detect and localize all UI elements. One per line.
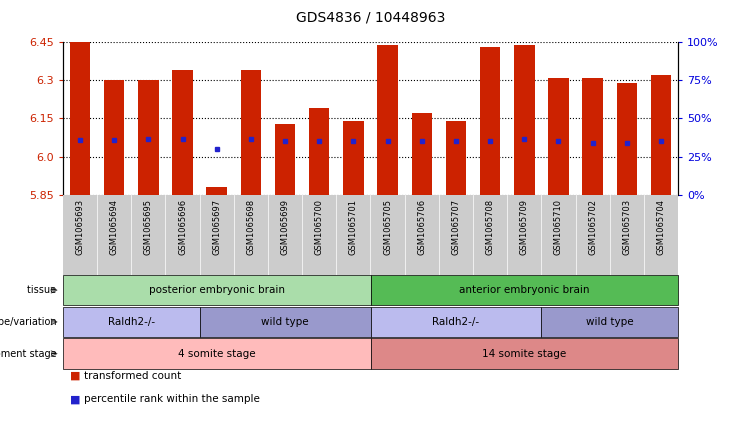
Text: GSM1065708: GSM1065708 <box>485 199 494 255</box>
Text: GSM1065703: GSM1065703 <box>622 199 631 255</box>
Text: wild type: wild type <box>262 317 309 327</box>
Text: GSM1065702: GSM1065702 <box>588 199 597 255</box>
Text: 4 somite stage: 4 somite stage <box>178 349 256 359</box>
Text: GDS4836 / 10448963: GDS4836 / 10448963 <box>296 11 445 25</box>
Bar <box>507 195 542 275</box>
Bar <box>514 45 534 195</box>
Text: posterior embryonic brain: posterior embryonic brain <box>149 285 285 295</box>
Text: GSM1065696: GSM1065696 <box>178 199 187 255</box>
Text: GSM1065694: GSM1065694 <box>110 199 119 255</box>
Bar <box>234 195 268 275</box>
Bar <box>207 187 227 195</box>
Bar <box>199 195 234 275</box>
Bar <box>439 195 473 275</box>
Bar <box>582 78 603 195</box>
Text: wild type: wild type <box>586 317 634 327</box>
Bar <box>309 108 330 195</box>
Bar <box>644 195 678 275</box>
Text: GSM1065701: GSM1065701 <box>349 199 358 255</box>
Text: GSM1065695: GSM1065695 <box>144 199 153 255</box>
Bar <box>97 195 131 275</box>
Text: development stage: development stage <box>0 349 59 359</box>
Text: ■: ■ <box>70 371 81 381</box>
Text: percentile rank within the sample: percentile rank within the sample <box>84 394 259 404</box>
Bar <box>104 80 124 195</box>
Bar <box>480 47 500 195</box>
Text: GSM1065705: GSM1065705 <box>383 199 392 255</box>
Text: anterior embryonic brain: anterior embryonic brain <box>459 285 590 295</box>
Bar <box>138 80 159 195</box>
Text: GSM1065707: GSM1065707 <box>451 199 460 255</box>
Bar <box>651 75 671 195</box>
Bar <box>268 195 302 275</box>
Bar <box>336 195 370 275</box>
Bar <box>548 78 568 195</box>
Text: tissue: tissue <box>27 285 59 295</box>
Text: Raldh2-/-: Raldh2-/- <box>107 317 155 327</box>
Text: GSM1065700: GSM1065700 <box>315 199 324 255</box>
Bar <box>70 42 90 195</box>
Text: GSM1065693: GSM1065693 <box>76 199 84 255</box>
Bar <box>405 195 439 275</box>
Text: GSM1065698: GSM1065698 <box>247 199 256 255</box>
Bar <box>542 195 576 275</box>
Text: GSM1065709: GSM1065709 <box>519 199 529 255</box>
Bar <box>377 45 398 195</box>
Bar <box>241 70 261 195</box>
Bar <box>411 113 432 195</box>
Bar <box>131 195 165 275</box>
Bar <box>617 83 637 195</box>
Bar <box>610 195 644 275</box>
Bar <box>445 121 466 195</box>
Bar <box>275 124 296 195</box>
Text: GSM1065706: GSM1065706 <box>417 199 426 255</box>
Bar <box>370 195 405 275</box>
Text: GSM1065697: GSM1065697 <box>212 199 222 255</box>
Text: transformed count: transformed count <box>84 371 181 381</box>
Bar <box>343 121 364 195</box>
Text: GSM1065699: GSM1065699 <box>281 199 290 255</box>
Text: GSM1065710: GSM1065710 <box>554 199 563 255</box>
Bar <box>63 195 97 275</box>
Text: 14 somite stage: 14 somite stage <box>482 349 566 359</box>
Bar <box>165 195 199 275</box>
Text: GSM1065704: GSM1065704 <box>657 199 665 255</box>
Text: ■: ■ <box>70 394 81 404</box>
Bar <box>473 195 507 275</box>
Bar <box>173 70 193 195</box>
Text: genotype/variation: genotype/variation <box>0 317 59 327</box>
Text: Raldh2-/-: Raldh2-/- <box>432 317 479 327</box>
Bar <box>576 195 610 275</box>
Bar <box>302 195 336 275</box>
